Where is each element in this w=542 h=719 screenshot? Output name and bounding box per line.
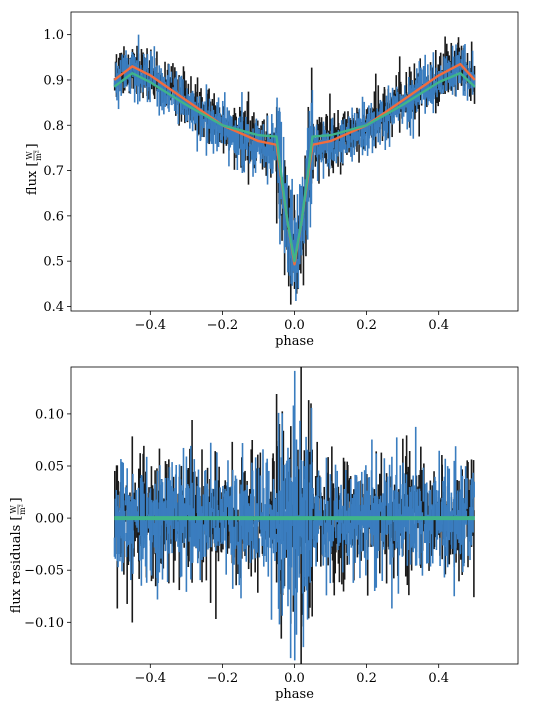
x-tick-label: −0.4: [135, 671, 167, 686]
y-tick-label: 0.6: [43, 209, 64, 224]
flux-panel: −0.4 −0.2 0.0 0.2 0.4 0.4 0.5 0.6 0.7 0.8 0.9 1.0 ph…: [25, 11, 519, 349]
y-tick-label: 0.8: [43, 119, 64, 134]
y-axis-label: flux residuals [ W m²]: [9, 497, 27, 613]
plot-area: [113, 34, 476, 305]
data-blue-series: [113, 370, 475, 661]
y-unit-numerator: W: [25, 151, 34, 160]
y-tick-label: 0.00: [35, 512, 64, 527]
x-tick-label: −0.2: [207, 671, 239, 686]
model-series-line: [113, 71, 476, 263]
x-tick-label: 0.0: [284, 318, 305, 333]
y-axis-label-text: flux [: [25, 162, 40, 196]
y-axis-label-close: ]: [9, 497, 24, 502]
y-axis-label: flux [ W m²]: [25, 143, 43, 195]
y-tick-label: 0.4: [43, 300, 64, 315]
y-unit-numerator: W: [9, 505, 18, 514]
y-tick-label: 1.0: [43, 28, 64, 43]
plot-area: [113, 367, 475, 664]
y-tick-label: −0.05: [24, 564, 64, 579]
y-axis-label-close: ]: [25, 143, 40, 148]
x-tick-label: 0.0: [284, 671, 305, 686]
x-tick-label: −0.2: [207, 318, 239, 333]
model-series-line: [113, 62, 476, 266]
y-axis-label-text: flux residuals [: [9, 516, 24, 614]
y-tick-label: 0.10: [35, 407, 64, 422]
y-tick-label: 0.7: [43, 164, 64, 179]
y-unit-denominator: m²: [18, 504, 27, 515]
x-tick-label: −0.4: [135, 318, 167, 333]
y-tick-label: 0.05: [35, 460, 64, 475]
x-tick-label: 0.2: [356, 318, 377, 333]
x-axis-label: phase: [275, 687, 314, 702]
y-tick-label: −0.10: [24, 616, 64, 631]
y-tick-label: 0.5: [43, 255, 64, 270]
x-tick-label: 0.4: [428, 671, 449, 686]
y-unit-denominator: m²: [34, 150, 43, 161]
x-axis-label: phase: [275, 334, 314, 349]
x-tick-label: 0.4: [428, 318, 449, 333]
x-tick-label: 0.2: [356, 671, 377, 686]
residuals-panel: −0.4 −0.2 0.0 0.2 0.4 −0.10 −0.05 0.00 0.05 0.10 p…: [9, 366, 519, 702]
y-tick-label: 0.9: [43, 73, 64, 88]
